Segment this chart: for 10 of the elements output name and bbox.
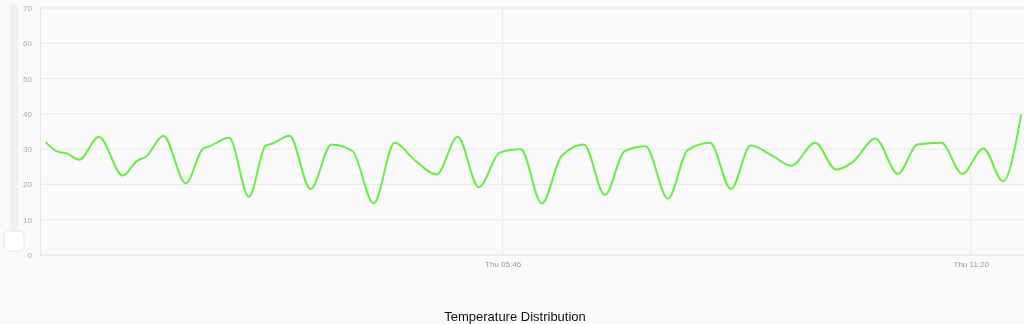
y-tick-label: 20 xyxy=(23,180,33,190)
y-tick-label: 30 xyxy=(23,145,33,155)
y-tick-label: 70 xyxy=(23,4,33,14)
y-tick-label: 40 xyxy=(23,109,33,119)
y-tick-label: 60 xyxy=(23,39,33,49)
x-tick-label: Thu 11:20 xyxy=(953,259,990,269)
y-tick-label: 50 xyxy=(23,74,33,84)
text: Temperature Distribution xyxy=(444,309,586,324)
y-tick-label: 10 xyxy=(23,215,33,225)
x-tick-label: Thu 05:46 xyxy=(485,259,522,269)
